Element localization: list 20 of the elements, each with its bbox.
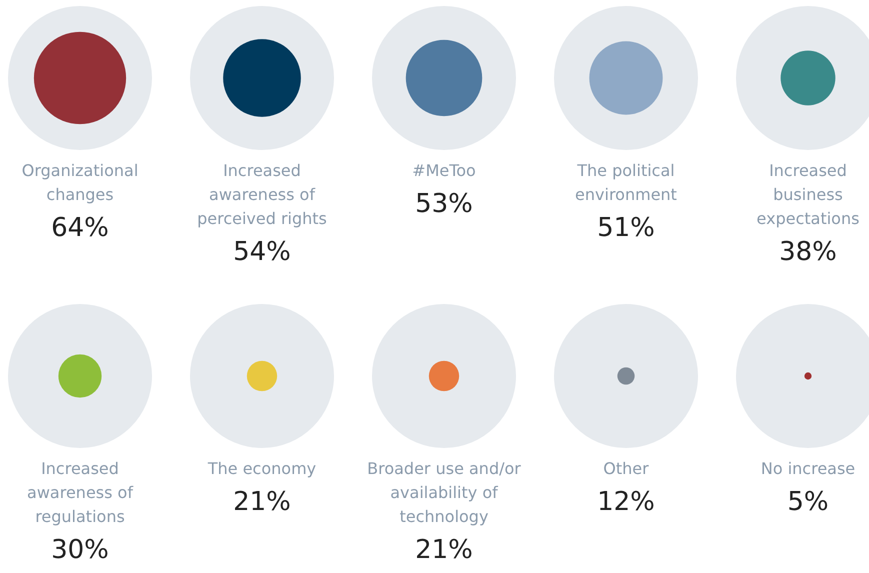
data-label: 51% bbox=[597, 213, 655, 243]
category-label: The political environment bbox=[575, 161, 677, 204]
category-label: The economy bbox=[206, 459, 316, 478]
category-label: No increase bbox=[760, 459, 856, 478]
data-label: 64% bbox=[51, 213, 109, 243]
category-label: Broader use and/or availability of technology bbox=[367, 459, 522, 526]
data-label: 21% bbox=[415, 535, 473, 565]
category-label: Increased awareness of perceived rights bbox=[197, 161, 327, 228]
data-label: 12% bbox=[597, 487, 655, 517]
data-label: 54% bbox=[233, 237, 291, 267]
category-label: Organizational changes bbox=[22, 161, 138, 204]
data-label: 21% bbox=[233, 487, 291, 517]
category-label: Increased awareness of regulations bbox=[27, 459, 134, 526]
category-label: Increased business expectations bbox=[756, 161, 860, 228]
data-label: 38% bbox=[779, 237, 837, 267]
category-label: #MeToo bbox=[412, 161, 476, 180]
data-label: 5% bbox=[787, 487, 829, 517]
data-label: 30% bbox=[51, 535, 109, 565]
category-label: Other bbox=[603, 459, 650, 478]
data-label: 53% bbox=[415, 189, 473, 219]
